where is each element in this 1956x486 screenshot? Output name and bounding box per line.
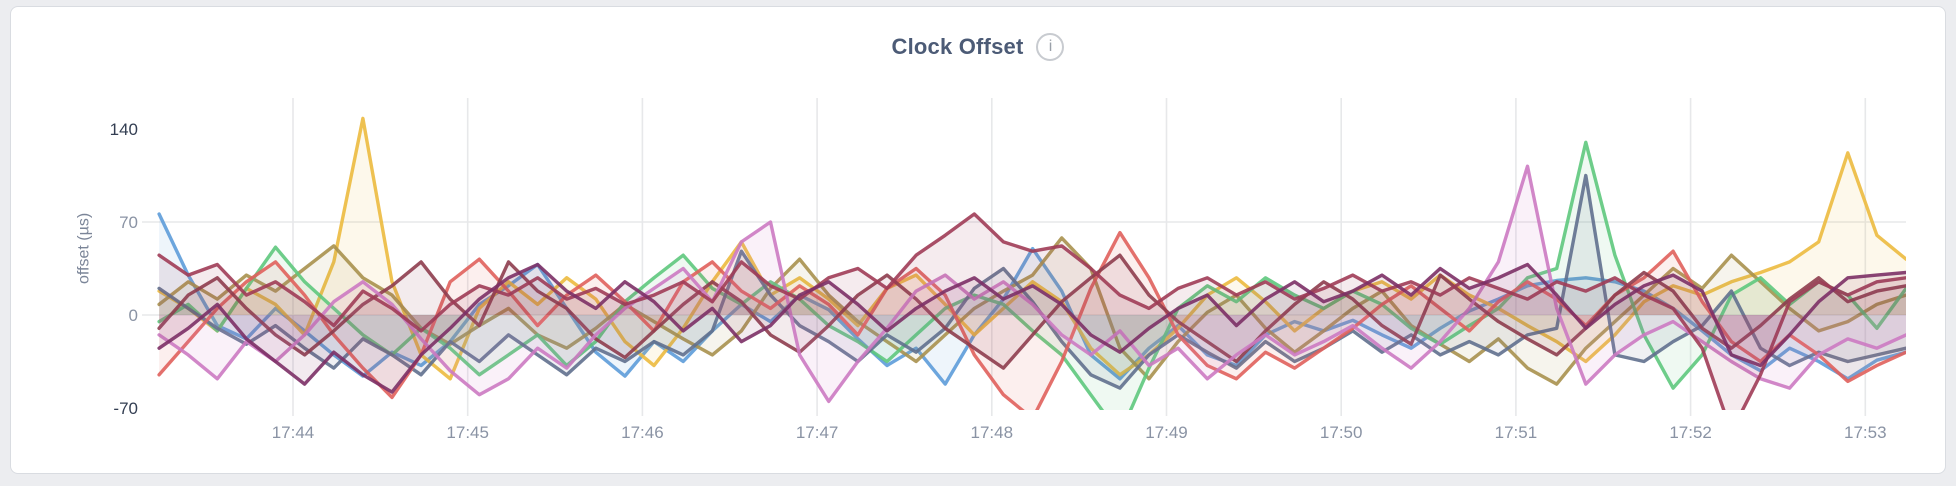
y-tick-label-70: 70 <box>119 213 138 232</box>
series-line-series-10 <box>157 262 1906 394</box>
x-tick-label-1750: 17:50 <box>1320 423 1363 442</box>
x-tick-label-1745: 17:45 <box>446 423 489 442</box>
info-icon[interactable]: i <box>1036 33 1065 61</box>
series-line-series-4 <box>157 140 1906 410</box>
x-tick-label-1748: 17:48 <box>971 423 1014 442</box>
series-area-series-2 <box>159 118 1906 379</box>
chart-header: Clock Offset i <box>11 33 1945 61</box>
y-tick-label-140: 140 <box>110 120 138 139</box>
series-line-series-8 <box>157 164 1906 404</box>
x-tick-label-1752: 17:52 <box>1669 423 1712 442</box>
series-line-series-9 <box>157 212 1906 410</box>
series-area-series-3 <box>159 237 1906 385</box>
x-tick-label-1753: 17:53 <box>1844 423 1887 442</box>
series-area-series-7 <box>159 255 1906 369</box>
series-area-series-4 <box>159 142 1906 410</box>
y-tick-label-0: 0 <box>129 306 138 325</box>
series-line-series-2 <box>157 116 1906 381</box>
x-tick-label-1749: 17:49 <box>1145 423 1188 442</box>
x-tick-label-1746: 17:46 <box>621 423 664 442</box>
series-area-series-9 <box>159 214 1906 410</box>
y-tick-label--70: -70 <box>113 399 138 418</box>
x-tick-label-1744: 17:44 <box>272 423 315 442</box>
series-group <box>157 116 1906 410</box>
chart-card: Clock Offset i offset (µs) <box>10 6 1946 474</box>
series-line-series-3 <box>157 236 1906 386</box>
series-area-series-10 <box>159 264 1906 393</box>
chart-title: Clock Offset <box>891 34 1024 59</box>
chart-plot-area[interactable] <box>150 98 1906 410</box>
x-tick-label-1751: 17:51 <box>1495 423 1538 442</box>
series-line-series-7 <box>157 253 1906 370</box>
x-tick-label-1747: 17:47 <box>796 423 839 442</box>
